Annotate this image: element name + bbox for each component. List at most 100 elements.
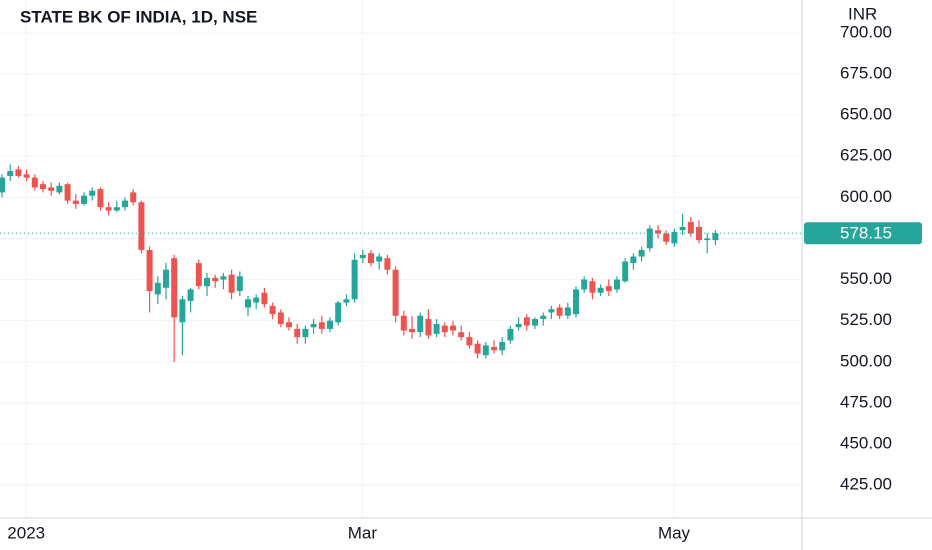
candle-body: [0, 177, 5, 193]
candle-body: [138, 202, 145, 250]
y-tick-label: 600.00: [840, 187, 892, 206]
candle-body: [712, 233, 719, 241]
candle-body: [441, 325, 448, 333]
candle-body: [195, 263, 202, 287]
candle-body: [392, 269, 399, 316]
y-tick-label: 700.00: [840, 22, 892, 41]
labels: 425.00450.00475.00500.00525.00550.00575.…: [7, 22, 922, 542]
candle-body: [614, 279, 620, 290]
candle-body: [204, 277, 210, 287]
candle-body: [40, 184, 46, 190]
candles: [0, 164, 802, 362]
candle-body: [384, 258, 391, 270]
candle-body: [581, 279, 588, 290]
y-tick-label: 675.00: [840, 63, 892, 82]
last-price-label: 578.15: [840, 224, 892, 243]
candle-body: [359, 254, 366, 259]
candle-body: [220, 276, 227, 280]
candle-body: [122, 200, 128, 208]
candle-body: [605, 286, 612, 292]
candle-body: [515, 323, 522, 328]
candle-body: [7, 171, 14, 176]
candle-body: [425, 319, 432, 336]
y-tick-label: 450.00: [840, 433, 892, 452]
candle-body: [671, 231, 678, 244]
candle-body: [474, 343, 481, 354]
candle-body: [704, 238, 711, 241]
candle-body: [56, 185, 63, 193]
candle-body: [64, 184, 71, 201]
candle-body: [548, 309, 555, 313]
candle-body: [327, 320, 333, 329]
candle-body: [335, 302, 342, 323]
candle-body: [646, 228, 653, 249]
candle-body: [630, 256, 637, 264]
candle-body: [302, 328, 309, 338]
candle-body: [212, 277, 219, 282]
candle-body: [105, 207, 112, 211]
candle-body: [286, 322, 292, 328]
candle-body: [663, 233, 670, 242]
chart-title: STATE BK OF INDIA, 1D, NSE: [20, 7, 257, 26]
candle-body: [482, 345, 489, 356]
candle-body: [179, 299, 186, 323]
currency-label: INR: [848, 4, 877, 23]
candle-body: [556, 307, 563, 316]
candle-body: [130, 192, 137, 203]
candle-body: [81, 195, 87, 204]
y-tick-label: 550.00: [840, 269, 892, 288]
candle-body: [491, 346, 497, 351]
candle-body: [450, 325, 456, 331]
candle-body: [409, 328, 415, 333]
candle-body: [696, 226, 702, 241]
candle-body: [343, 299, 350, 303]
candle-body: [507, 328, 514, 341]
candle-body: [417, 315, 424, 333]
candle-body: [163, 269, 169, 288]
candle-body: [72, 200, 79, 204]
candle-body: [687, 222, 694, 234]
candle-body: [376, 256, 383, 262]
candle-body: [89, 190, 96, 196]
candle-body: [154, 282, 161, 295]
candle-body: [294, 328, 301, 338]
candle-body: [48, 187, 55, 191]
y-tick-label: 500.00: [840, 351, 892, 370]
candle-body: [261, 292, 268, 305]
candle-body: [245, 299, 251, 308]
candle-body: [532, 319, 538, 326]
candle-body: [253, 297, 260, 303]
last-price-badge: [804, 222, 922, 245]
y-tick-label: 425.00: [840, 475, 892, 494]
candle-body: [15, 169, 22, 176]
candle-body: [433, 323, 440, 334]
candle-body: [368, 253, 374, 264]
candle-body: [269, 305, 276, 315]
x-tick-label: May: [658, 523, 691, 542]
candle-body: [23, 174, 30, 178]
x-tick-label: Mar: [348, 523, 378, 542]
candle-body: [171, 258, 178, 318]
candle-body: [466, 337, 473, 346]
candle-body: [228, 274, 235, 293]
candle-body: [236, 276, 243, 292]
candle-body: [277, 312, 284, 324]
candle-body: [187, 289, 194, 301]
y-tick-label: 475.00: [840, 392, 892, 411]
candle-body: [318, 322, 325, 329]
candle-body: [113, 207, 120, 211]
candle-body: [351, 259, 358, 300]
candle-body: [499, 342, 506, 351]
y-tick-label: 525.00: [840, 310, 892, 329]
x-tick-label: 2023: [7, 523, 45, 542]
candle-body: [97, 189, 104, 208]
candle-body: [622, 261, 629, 282]
candle-body: [310, 323, 317, 328]
candle-body: [146, 249, 153, 292]
candle-body: [638, 249, 645, 257]
candle-body: [523, 317, 530, 326]
candle-body: [573, 289, 579, 315]
candle-body: [400, 315, 407, 331]
